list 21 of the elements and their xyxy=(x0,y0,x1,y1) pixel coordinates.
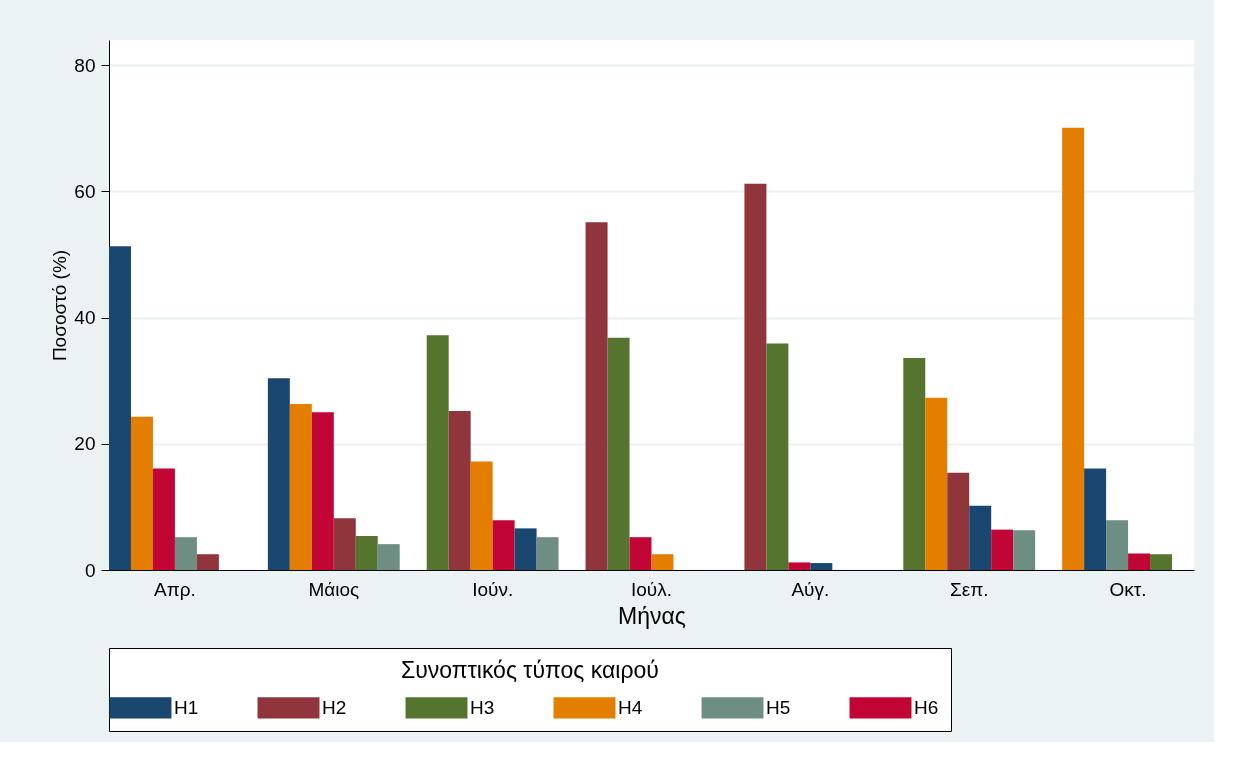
y-tick-label: 20 xyxy=(74,433,96,455)
x-tick-label: Οκτ. xyxy=(1109,578,1147,600)
x-tick-label: Ιούλ. xyxy=(630,578,673,600)
x-axis-title: Μήνας xyxy=(618,602,686,629)
legend-label: H4 xyxy=(618,696,643,718)
y-tick-label: 80 xyxy=(74,54,96,76)
legend-label: H2 xyxy=(322,696,347,718)
x-tick-label: Μάιος xyxy=(308,578,360,600)
y-axis-title: Ποσοστό (%) xyxy=(49,249,71,362)
legend-label: H1 xyxy=(174,696,199,718)
legend-label: H6 xyxy=(914,696,939,718)
x-tick-label: Απρ. xyxy=(153,578,196,600)
legend-title: Συνοπτικός τύπος καιρού xyxy=(401,657,659,683)
y-tick-label: 0 xyxy=(84,559,96,581)
x-tick-label: Σεπ. xyxy=(949,578,989,600)
x-tick-label: Αύγ. xyxy=(791,578,830,600)
legend-label: H3 xyxy=(470,696,495,718)
y-tick-label: 40 xyxy=(74,307,96,329)
y-tick-label: 60 xyxy=(74,180,96,202)
legend-label: H5 xyxy=(766,696,791,718)
x-tick-label: Ιούν. xyxy=(472,578,514,600)
